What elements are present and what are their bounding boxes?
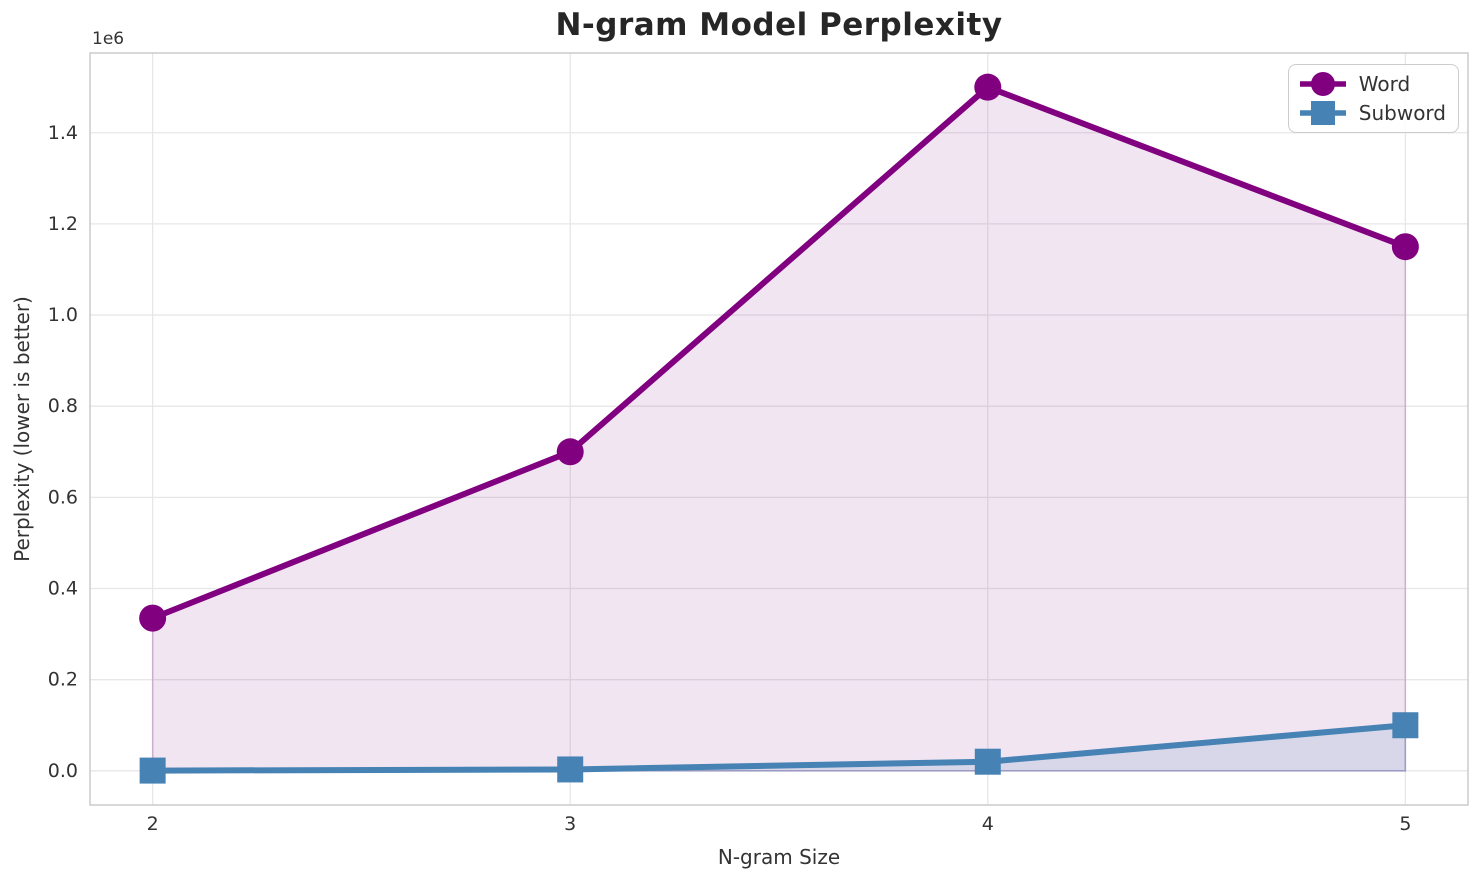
legend-item-label: Word (1358, 72, 1411, 96)
subword-point (974, 748, 1001, 775)
y-tick-label: 0.4 (48, 578, 78, 600)
word-point (556, 438, 584, 466)
y-tick-label: 0.6 (48, 486, 78, 508)
word-line (149, 84, 1409, 622)
word-point (139, 604, 167, 632)
y-axis-label: Perplexity (lower is better) (10, 296, 34, 562)
word-legend-marker-icon (1299, 72, 1346, 96)
y-tick-label: 0.8 (48, 395, 78, 417)
x-axis-label: N-gram Size (717, 845, 841, 869)
axes-border (89, 52, 1469, 806)
subword-line (149, 722, 1409, 774)
legend-item-label: Subword (1358, 101, 1446, 125)
chart-title: N-gram Model Perplexity (555, 7, 1003, 43)
x-tick-label: 3 (564, 813, 576, 835)
x-tick-label: 5 (1399, 813, 1411, 835)
y-tick-label: 1.4 (48, 122, 78, 144)
y-tick-label: 1.0 (48, 304, 78, 326)
legend-item-subword: Subword (1297, 99, 1446, 127)
x-tick-label: 4 (982, 813, 994, 835)
word-fill (151, 86, 1407, 772)
word-point (974, 73, 1002, 101)
y-tick-label: 1.2 (48, 213, 78, 235)
x-tick-label: 2 (147, 813, 159, 835)
y-tick-label: 0.2 (48, 669, 78, 691)
y-axis-offset-label: 1e6 (92, 29, 125, 49)
y-tick-label: 0.0 (48, 760, 78, 782)
legend-item-word: Word (1297, 70, 1446, 98)
word-point (1391, 233, 1419, 261)
legend: Word Subword (1287, 64, 1459, 133)
subword-point (557, 756, 584, 783)
subword-point (139, 757, 166, 784)
subword-point (1392, 712, 1419, 739)
subword-legend-marker-icon (1299, 101, 1346, 125)
